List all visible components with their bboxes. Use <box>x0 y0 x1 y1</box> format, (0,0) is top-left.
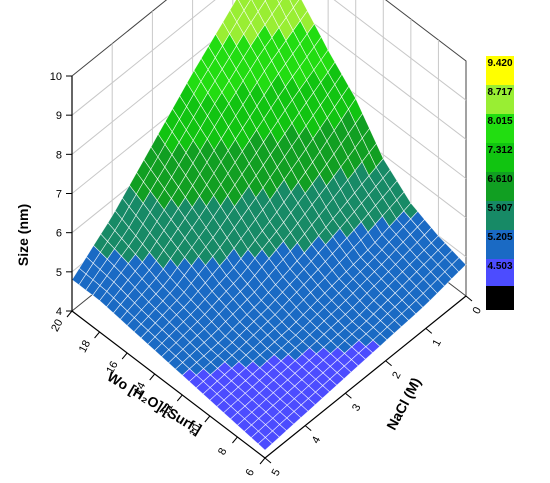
nacl-tick-label: 1 <box>430 337 443 348</box>
legend-label: 3.800 <box>487 292 512 303</box>
nacl-tick <box>465 295 473 302</box>
legend-swatch <box>486 172 514 201</box>
legend-label: 8.717 <box>487 87 512 98</box>
nacl-tick <box>385 360 392 367</box>
legend-swatch <box>486 201 514 230</box>
legend-swatch <box>486 85 514 114</box>
legend-swatch <box>486 56 514 85</box>
nacl-tick-label: 2 <box>390 370 403 381</box>
nacl-tick-label: 4 <box>310 435 323 446</box>
legend-label: 4.503 <box>487 261 512 272</box>
z-axis-title: Size (nm) <box>15 204 31 266</box>
legend-label: 8.015 <box>487 116 512 127</box>
legend-label: 5.205 <box>487 232 512 243</box>
color-legend: 9.420 8.717 8.015 7.312 6.610 5.907 5.205 4.503… <box>486 56 514 310</box>
grid-line-z <box>71 0 467 116</box>
w-tick <box>259 457 266 465</box>
nacl-axis-line <box>264 295 467 459</box>
w-axis-line <box>71 310 266 459</box>
w-tick-label: 12 <box>159 401 175 417</box>
z-tick-label: 6 <box>56 228 62 240</box>
nacl-tick-label: 5 <box>270 467 283 478</box>
nacl-tick <box>425 328 433 334</box>
legend-swatch <box>486 143 514 172</box>
legend-swatch <box>486 259 514 288</box>
w-tick-label: 10 <box>187 422 203 438</box>
nacl-tick <box>304 425 312 431</box>
z-tick-label: 10 <box>50 71 62 83</box>
w-tick <box>66 310 73 318</box>
w-tick <box>204 415 211 423</box>
w-tick-label: 20 <box>49 317 65 333</box>
w-tick <box>149 373 156 381</box>
legend-swatch <box>486 230 514 259</box>
z-tick-label: 5 <box>56 267 62 279</box>
z-tick-label: 9 <box>56 110 62 122</box>
nacl-tick <box>264 457 272 464</box>
legend-label: 7.312 <box>487 145 512 156</box>
w-tick-label: 14 <box>132 380 148 396</box>
w-tick-label: 8 <box>216 446 229 457</box>
nacl-tick-label: 3 <box>350 402 363 413</box>
w-tick-label: 6 <box>244 467 257 478</box>
w-tick <box>176 394 183 402</box>
w-tick <box>232 436 238 444</box>
z-tick-label: 4 <box>56 306 62 318</box>
z-tick-label: 8 <box>56 149 62 161</box>
w-tick-label: 18 <box>77 338 93 354</box>
legend-label: 5.907 <box>487 203 512 214</box>
surface <box>71 0 467 451</box>
legend-label: 9.420 <box>487 58 512 69</box>
legend-label: 6.610 <box>487 174 512 185</box>
legend-swatch <box>486 114 514 143</box>
surface-cell <box>257 437 273 451</box>
z-tick-label: 7 <box>56 189 62 201</box>
w-tick <box>94 331 100 339</box>
x-axis-title: NaCl (M) <box>383 375 424 433</box>
w-tick <box>121 352 128 360</box>
nacl-tick <box>345 392 352 399</box>
grid-line-z <box>71 0 467 155</box>
legend-swatch <box>486 286 514 310</box>
w-tick-label: 16 <box>104 359 120 375</box>
nacl-tick-label: 0 <box>471 305 484 316</box>
